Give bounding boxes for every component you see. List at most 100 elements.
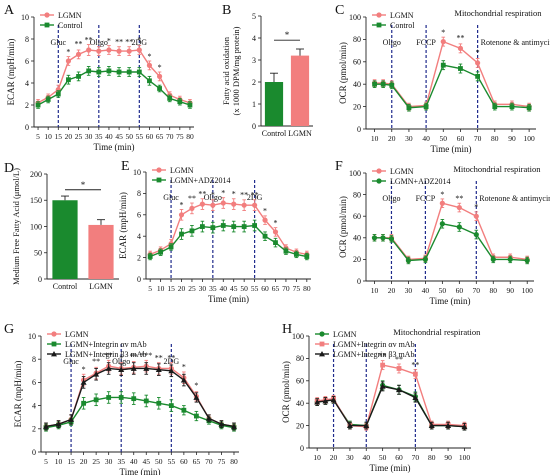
significance-mark: * [82, 365, 86, 374]
y-tick-label: 40 [353, 234, 361, 243]
y-tick-label: 80 [353, 35, 361, 44]
y-tick-label: 20 [353, 102, 361, 111]
bar-control [52, 200, 78, 279]
data-point [262, 233, 268, 239]
x-tick-label: 50 [439, 286, 447, 295]
panel-c: 0 20 40 60 80 100 10 20 30 40 50 60 70 80 90 100 Time (m… [335, 3, 550, 154]
y-tick-label: 100 [349, 169, 361, 178]
significance-mark: ** [456, 34, 464, 43]
significance-mark: * [66, 47, 70, 56]
significance-mark: * [263, 207, 267, 216]
significance-mark: ** [198, 190, 206, 199]
x-tick-label: 80 [490, 286, 498, 295]
legend-marker [376, 178, 382, 184]
category-label: Control [53, 282, 78, 291]
y-tick-label: 40 [296, 399, 304, 408]
data-point [396, 366, 402, 371]
data-point [262, 217, 268, 223]
x-tick-label: 40 [422, 134, 430, 143]
x-tick-label: 35 [95, 132, 103, 141]
data-point [205, 415, 212, 421]
legend-label: LGMN+Integrin αv mAb [65, 340, 147, 349]
x-tick-label: 65 [156, 132, 164, 141]
legend-marker [51, 341, 57, 347]
x-tick-label: 60 [395, 453, 403, 462]
data-point [461, 423, 468, 430]
significance-mark: ** [155, 353, 163, 362]
series-line [37, 49, 191, 104]
significance-mark: * [440, 190, 444, 199]
legend-marker [376, 168, 382, 174]
data-point [131, 396, 137, 402]
x-axis-label: Time (min) [208, 294, 249, 304]
x-tick-label: 45 [230, 284, 238, 293]
significance-mark: * [182, 363, 186, 372]
data-point [363, 422, 370, 428]
panel-g: 0 2 4 6 8 10 5 10 15 20 25 30 35 40 45 50 55 60 65 70 75 80 Ti… [4, 322, 239, 475]
legend-marker [319, 331, 325, 337]
legend-entry: LGMN+ADZ2014 [152, 176, 231, 185]
series-line [317, 364, 465, 428]
significance-mark: * [441, 28, 445, 37]
x-tick-label: 30 [199, 284, 207, 293]
legend-entry: LGMN [40, 11, 82, 20]
x-tick-label: 70 [282, 284, 290, 293]
data-point [524, 257, 530, 264]
y-tick-label: 8 [25, 35, 29, 44]
x-tick-label: 15 [55, 132, 63, 141]
data-point [146, 62, 153, 68]
x-tick-label: 50 [440, 134, 448, 143]
significance-mark: * [81, 180, 86, 190]
legend-label: LGMN+ADZ2014 [390, 177, 451, 186]
y-tick-label: 1 [252, 100, 256, 109]
data-point [422, 256, 428, 262]
data-point [406, 105, 412, 111]
data-point [210, 202, 216, 208]
x-tick-label: 60 [261, 284, 269, 293]
panel-subtitle: Mitochondrial respiration [453, 164, 541, 174]
y-axis-label: ECAR (mpH/min) [118, 192, 128, 259]
data-point [86, 47, 92, 53]
data-point [147, 78, 152, 84]
data-point [473, 213, 479, 219]
significance-mark: * [147, 52, 151, 61]
data-point [80, 379, 87, 385]
data-point [43, 423, 50, 429]
series-lgmn-integrin-3-mab [43, 362, 237, 431]
data-point [179, 231, 184, 237]
x-tick-label: 80 [186, 132, 194, 141]
legend-entry: LGMN [372, 167, 414, 176]
y-tick-label: 2 [252, 78, 256, 87]
y-axis-label: Fatty acid oxidation [221, 36, 231, 105]
panel-letter: D [4, 161, 14, 176]
x-tick-label: 5 [36, 132, 40, 141]
data-point [372, 81, 377, 87]
data-point [157, 86, 162, 91]
injection-label: Gluc [51, 38, 67, 47]
y-tick-label: 4 [252, 34, 256, 43]
y-tick-label: 0 [32, 448, 36, 457]
series-lgmn-integrin-v-mab [314, 360, 467, 431]
x-tick-label: 60 [180, 457, 188, 466]
data-point [492, 104, 498, 109]
x-tick-label: 70 [473, 286, 481, 295]
legend-entry: Control [372, 21, 415, 30]
y-tick-label: 80 [353, 190, 361, 199]
significance-mark: ** [85, 35, 93, 44]
y-tick-label: 80 [296, 354, 304, 363]
data-point [156, 73, 163, 79]
x-tick-label: 60 [456, 286, 464, 295]
injection-label: Gluc [63, 357, 79, 366]
x-tick-label: 30 [405, 134, 413, 143]
y-tick-label: 3 [252, 56, 256, 65]
series-line [45, 367, 235, 428]
data-point [168, 367, 175, 374]
panel-f: 0 20 40 60 80 100 10 20 30 40 50 60 70 80 90 100 Time (m… [335, 159, 550, 306]
significance-mark: ** [188, 194, 196, 203]
data-point [380, 81, 386, 87]
significance-mark: ** [240, 191, 248, 200]
x-tick-label: 45 [143, 457, 151, 466]
x-tick-label: 25 [92, 457, 100, 466]
x-tick-label: 10 [371, 286, 379, 295]
